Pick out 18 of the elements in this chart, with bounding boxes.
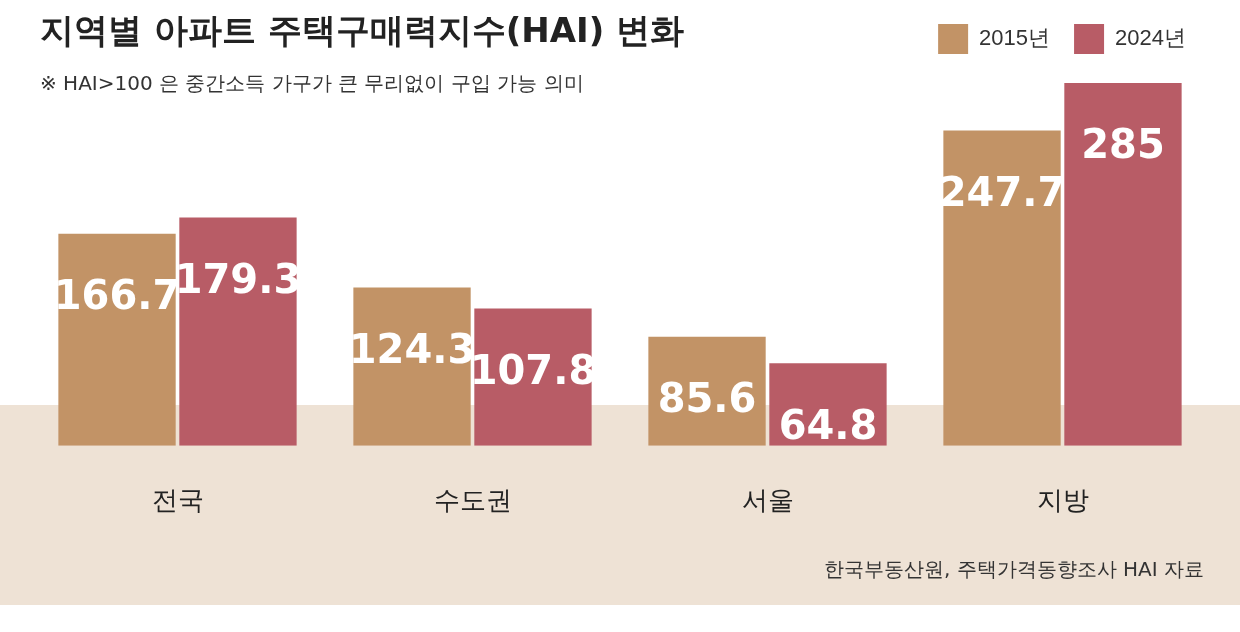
data-label: 85.6 [657,375,757,422]
bar [58,233,176,446]
bar [1064,83,1182,446]
x-tick-label: 지방 [1036,484,1089,515]
x-tick-label: 전국 [151,484,204,515]
data-label: 64.8 [778,401,878,448]
chart-subtitle: ※ HAI>100 은 중간소득 가구가 큰 무리없이 구입 가능 의미 [40,70,584,97]
bar [179,217,297,446]
bar [353,287,471,446]
bar [943,130,1061,446]
legend-label: 2015년 [979,25,1051,51]
text: 한국부동산원, 주택가격동향조사 HAI 자료 [823,556,1204,583]
data-label: 247.7 [938,168,1066,215]
x-tick-label: 수도권 [433,484,512,515]
chart-title: 지역별 아파트 주택구매력지수(HAI) 변화 [40,9,685,52]
data-label: 285 [1081,121,1165,168]
legend-label: 2024년 [1115,25,1187,51]
x-tick-label: 서울 [741,484,794,515]
